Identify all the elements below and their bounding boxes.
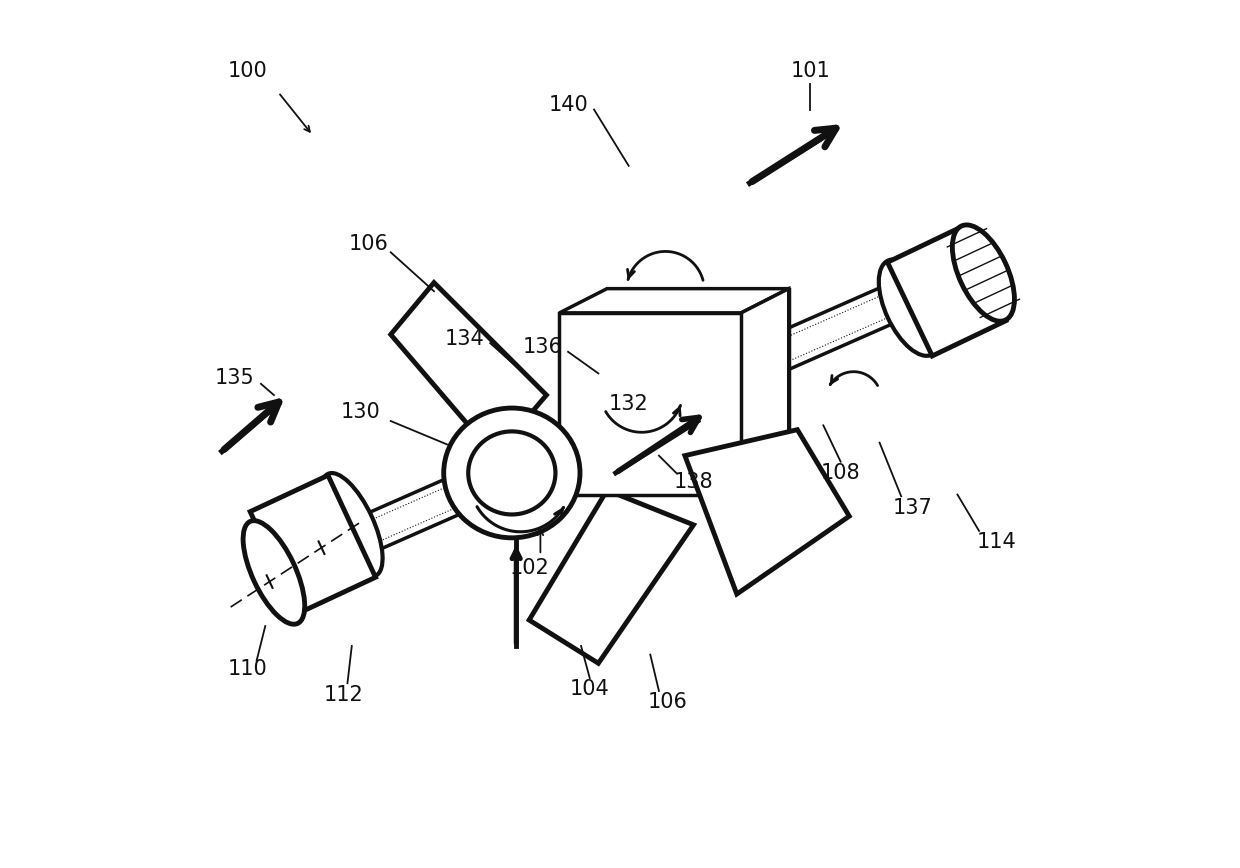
Text: 132: 132 [609,394,649,414]
Text: 110: 110 [228,660,268,680]
Text: 136: 136 [522,338,562,358]
Polygon shape [529,490,693,663]
Text: 140: 140 [548,95,588,115]
Polygon shape [559,289,789,312]
Text: 130: 130 [341,403,381,423]
Polygon shape [742,289,789,495]
Text: 104: 104 [570,680,610,700]
Ellipse shape [321,473,383,576]
Polygon shape [293,261,956,582]
Text: 102: 102 [510,558,549,578]
Text: 112: 112 [324,686,363,706]
Text: 106: 106 [350,233,389,253]
Polygon shape [608,289,789,470]
Polygon shape [559,312,742,495]
Polygon shape [391,283,547,456]
Text: 108: 108 [821,463,861,483]
Text: 137: 137 [893,497,932,517]
Text: 101: 101 [790,61,831,81]
Text: 134: 134 [444,329,484,349]
Text: 100: 100 [228,61,268,81]
Ellipse shape [444,408,580,538]
Text: 135: 135 [215,368,255,388]
Ellipse shape [469,431,556,515]
Ellipse shape [243,521,305,624]
Ellipse shape [879,260,941,356]
Text: 106: 106 [647,692,687,713]
Text: 114: 114 [976,532,1017,552]
Polygon shape [684,430,849,594]
Text: 138: 138 [673,471,713,491]
Ellipse shape [952,225,1014,321]
Polygon shape [888,227,1006,356]
Polygon shape [250,476,376,614]
